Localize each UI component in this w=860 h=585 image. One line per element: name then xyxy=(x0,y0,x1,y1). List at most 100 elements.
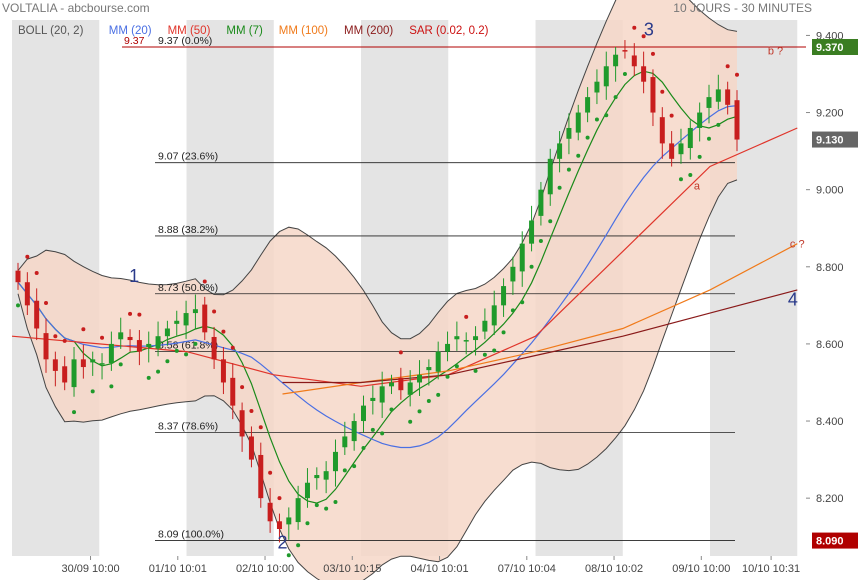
candle-body xyxy=(529,220,535,244)
sar-dot xyxy=(650,51,655,56)
legend-item: MM (200) xyxy=(344,25,393,37)
candle-body xyxy=(697,112,703,128)
sar-dot xyxy=(426,398,431,403)
candle-body xyxy=(725,89,731,105)
candle-body xyxy=(267,502,273,522)
sar-dot xyxy=(81,327,86,332)
price-badge xyxy=(812,131,858,148)
candle-body xyxy=(417,374,423,383)
sar-dot xyxy=(585,135,590,140)
y-tick-label: 9.000 xyxy=(816,185,844,197)
y-tick-label: 8.600 xyxy=(816,339,844,351)
candle-body xyxy=(659,117,665,144)
candle-body xyxy=(734,100,740,140)
sar-dot xyxy=(240,385,245,390)
candle-body xyxy=(482,320,488,332)
x-tick-label: 08/10 10:02 xyxy=(585,563,643,575)
candle-body xyxy=(276,521,282,530)
candle-body xyxy=(174,320,180,324)
bollinger-lower xyxy=(17,179,738,585)
sar-dot xyxy=(174,348,179,353)
x-tick-label: 07/10 10:04 xyxy=(498,563,556,575)
candle-body xyxy=(547,158,553,195)
sar-dot xyxy=(286,553,291,558)
sar-dot xyxy=(548,219,553,224)
sar-dot xyxy=(706,136,711,141)
candle-body xyxy=(108,343,114,364)
sar-dot xyxy=(735,72,739,77)
candle-body xyxy=(622,50,628,52)
sar-dot xyxy=(613,95,618,100)
sar-dot xyxy=(165,359,170,364)
sar-dot xyxy=(156,369,161,374)
fib-label: 8.88 (38.2%) xyxy=(158,224,218,236)
candle-body xyxy=(192,309,198,314)
sar-dot xyxy=(716,122,721,127)
sar-dot xyxy=(445,374,450,379)
sar-dot xyxy=(34,270,39,275)
sar-dot xyxy=(557,185,562,190)
candle-body xyxy=(407,382,413,395)
sar-dot xyxy=(268,470,273,475)
sar-dot xyxy=(361,446,366,451)
candle-body xyxy=(594,81,600,93)
sar-dot xyxy=(314,503,319,508)
sar-dot xyxy=(473,368,478,373)
candle-body xyxy=(62,366,68,383)
sar-dot xyxy=(333,500,338,505)
sar-dot xyxy=(258,425,263,430)
moving-average-line xyxy=(282,289,798,384)
fib-label: 8.73 (50.0%) xyxy=(158,282,218,294)
candle-body xyxy=(360,405,366,422)
legend-item: MM (100) xyxy=(279,25,328,37)
candle-body xyxy=(641,66,647,82)
sar-dot xyxy=(660,89,665,94)
candle-body xyxy=(585,97,591,113)
sar-dot xyxy=(529,264,534,269)
sar-dot xyxy=(482,352,487,357)
candle-body xyxy=(557,143,563,159)
candle-body xyxy=(575,112,581,133)
annotation-label: c ? xyxy=(790,239,805,251)
sar-dot xyxy=(72,410,77,415)
y-tick-label: 9.200 xyxy=(816,108,844,120)
sar-dot xyxy=(109,384,114,389)
candle-body xyxy=(295,498,301,523)
candle-body xyxy=(706,97,712,108)
sar-dot xyxy=(604,113,609,118)
sar-dot xyxy=(352,464,357,469)
sar-dot xyxy=(184,352,189,357)
sar-dot xyxy=(669,113,674,118)
candle-body xyxy=(24,282,30,306)
resistance-label: 9.37 xyxy=(124,35,145,47)
sar-dot xyxy=(370,427,375,432)
sar-dot xyxy=(492,348,497,353)
y-tick-label: 8.400 xyxy=(816,416,844,428)
sar-dot xyxy=(594,117,599,122)
sar-dot xyxy=(566,167,571,172)
candle-body xyxy=(332,451,338,472)
sar-dot xyxy=(25,254,30,259)
sar-dot xyxy=(90,389,95,394)
wave-label: 3 xyxy=(644,19,654,39)
fib-label: 8.09 (100.0%) xyxy=(158,529,224,541)
candle-body xyxy=(613,54,619,67)
sar-dot xyxy=(230,345,235,350)
sar-dot xyxy=(44,301,49,306)
sar-dot xyxy=(417,409,422,414)
price-badge-label: 9.130 xyxy=(816,135,844,147)
candle-body xyxy=(286,517,292,525)
candle-body xyxy=(90,359,96,363)
candle-body xyxy=(669,143,675,159)
sar-dot xyxy=(697,154,702,159)
sar-dot xyxy=(641,34,646,39)
sar-dot xyxy=(53,334,58,339)
sar-dot xyxy=(118,362,123,367)
x-tick-label: 10/10 10:31 xyxy=(742,563,800,575)
candle-body xyxy=(510,266,516,282)
candle-body xyxy=(631,55,637,67)
candle-body xyxy=(650,77,656,113)
candle-body xyxy=(164,328,170,337)
sar-dot xyxy=(100,335,105,340)
price-badge xyxy=(812,532,858,549)
